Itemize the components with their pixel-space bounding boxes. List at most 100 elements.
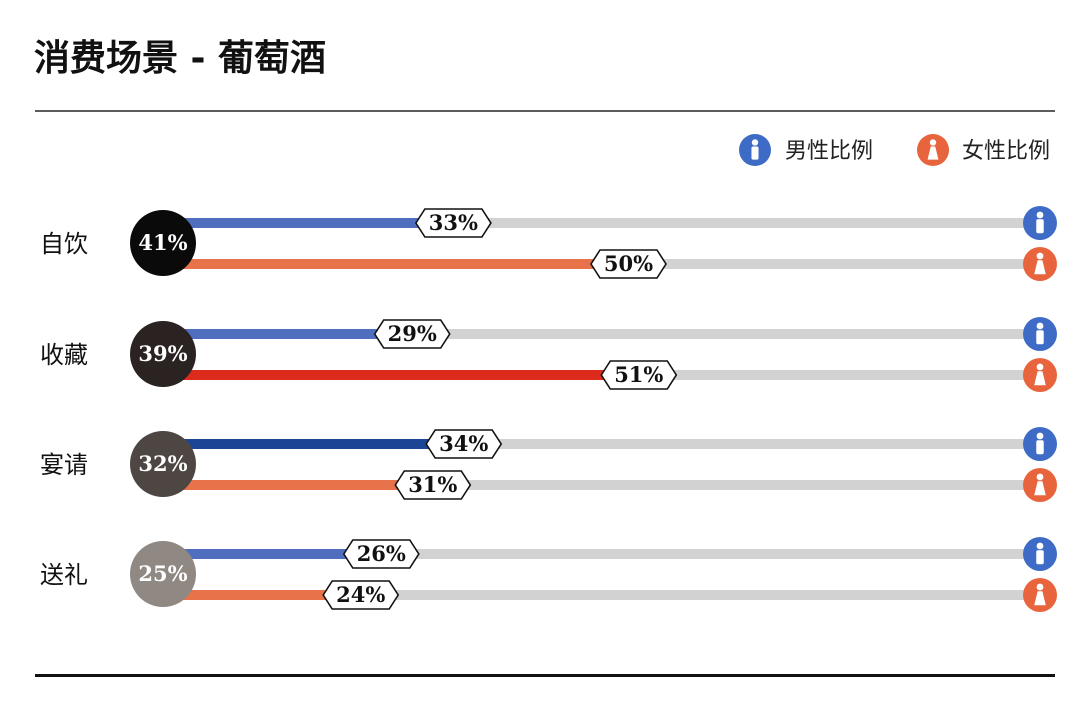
value-label-unit: % bbox=[437, 472, 457, 497]
bar-track bbox=[163, 480, 1040, 490]
value-label: 50% bbox=[604, 251, 653, 276]
female-person-icon-body bbox=[1034, 591, 1046, 606]
total-circle bbox=[130, 541, 196, 607]
bar-track bbox=[163, 218, 1040, 228]
value-label: 34% bbox=[439, 431, 488, 456]
value-label: 51% bbox=[614, 362, 663, 387]
value-label-box bbox=[590, 249, 667, 279]
female-bar bbox=[163, 590, 328, 600]
value-label-box bbox=[373, 319, 451, 349]
female-person-icon bbox=[917, 134, 949, 166]
category-label: 收藏 bbox=[40, 341, 88, 369]
total-label: 39% bbox=[138, 341, 187, 366]
male-person-icon bbox=[1023, 537, 1057, 571]
total-circle bbox=[130, 431, 196, 497]
total-label: 25% bbox=[138, 561, 187, 586]
legend-label-male: 男性比例 bbox=[785, 139, 873, 164]
value-label-unit: % bbox=[633, 251, 653, 276]
male-person-icon-body bbox=[1036, 219, 1044, 234]
total-label: 32% bbox=[138, 451, 187, 476]
total-circle bbox=[130, 210, 196, 276]
total-circle bbox=[130, 321, 196, 387]
value-label-box bbox=[394, 470, 472, 500]
male-person-icon-head bbox=[1036, 211, 1044, 219]
value-label-number: 33 bbox=[429, 210, 458, 235]
value-label-unit: % bbox=[417, 321, 437, 346]
male-person-icon-head bbox=[1036, 542, 1044, 550]
female-person-icon-head bbox=[1036, 473, 1044, 481]
value-label-number: 51 bbox=[614, 362, 643, 387]
value-label-number: 31 bbox=[408, 472, 437, 497]
male-person-icon bbox=[1023, 317, 1057, 351]
male-person-icon-head bbox=[1036, 322, 1044, 330]
male-person-icon-head bbox=[751, 139, 759, 146]
female-person-icon bbox=[1023, 468, 1057, 502]
male-person-icon-body bbox=[751, 146, 759, 160]
category-label: 自饮 bbox=[40, 230, 88, 258]
male-person-icon bbox=[739, 134, 771, 166]
male-person-icon-body bbox=[1036, 440, 1044, 455]
value-label-unit: % bbox=[468, 431, 488, 456]
male-bar bbox=[163, 218, 420, 228]
total-label-unit: % bbox=[168, 341, 188, 366]
female-person-icon bbox=[1023, 578, 1057, 612]
bar-track bbox=[163, 549, 1040, 559]
value-label-number: 26 bbox=[357, 541, 386, 566]
male-person-icon bbox=[1023, 206, 1057, 240]
female-bar bbox=[163, 259, 595, 269]
value-label-unit: % bbox=[386, 541, 406, 566]
value-label-box bbox=[322, 580, 400, 610]
value-label: 33% bbox=[429, 210, 478, 235]
value-label-number: 24 bbox=[336, 582, 365, 607]
bar-track bbox=[163, 590, 1040, 600]
value-label-unit: % bbox=[365, 582, 385, 607]
total-label: 41% bbox=[138, 230, 187, 255]
total-label-number: 25 bbox=[138, 561, 167, 586]
female-bar bbox=[163, 370, 606, 380]
female-person-icon-head bbox=[929, 139, 937, 146]
value-label-number: 34 bbox=[439, 431, 468, 456]
male-person-icon-head bbox=[1036, 432, 1044, 440]
bar-track bbox=[163, 439, 1040, 449]
total-label-unit: % bbox=[168, 230, 188, 255]
value-label-box bbox=[342, 539, 420, 569]
value-label-unit: % bbox=[458, 210, 478, 235]
bar-track bbox=[163, 329, 1040, 339]
title-divider bbox=[35, 110, 1055, 112]
total-label-unit: % bbox=[168, 561, 188, 586]
male-bar bbox=[163, 439, 431, 449]
male-person-icon bbox=[1023, 427, 1057, 461]
legend: 男性比例 女性比例 bbox=[739, 134, 1050, 166]
legend-label-female: 女性比例 bbox=[962, 139, 1050, 164]
female-person-icon bbox=[1023, 247, 1057, 281]
female-person-icon-body bbox=[1034, 260, 1046, 275]
value-label: 29% bbox=[388, 321, 437, 346]
female-person-icon-body bbox=[927, 146, 939, 160]
female-person-icon-head bbox=[1036, 363, 1044, 371]
category-label: 送礼 bbox=[40, 561, 88, 589]
male-person-icon-body bbox=[1036, 330, 1044, 345]
bottom-divider bbox=[35, 674, 1055, 677]
total-label-number: 32 bbox=[138, 451, 167, 476]
value-label-number: 50 bbox=[604, 251, 633, 276]
female-person-icon bbox=[1023, 358, 1057, 392]
female-person-icon-head bbox=[1036, 252, 1044, 260]
male-person-icon-body bbox=[1036, 550, 1044, 565]
value-label: 31% bbox=[408, 472, 457, 497]
category-label: 宴请 bbox=[40, 451, 88, 479]
value-label-box bbox=[414, 208, 492, 238]
value-label-unit: % bbox=[643, 362, 663, 387]
value-label-box bbox=[600, 360, 678, 390]
total-label-number: 39 bbox=[138, 341, 167, 366]
value-label: 26% bbox=[357, 541, 406, 566]
value-label-number: 29 bbox=[388, 321, 417, 346]
female-bar bbox=[163, 480, 400, 490]
total-label-number: 41 bbox=[138, 230, 167, 255]
female-person-icon-body bbox=[1034, 371, 1046, 386]
total-label-unit: % bbox=[168, 451, 188, 476]
male-bar bbox=[163, 549, 348, 559]
